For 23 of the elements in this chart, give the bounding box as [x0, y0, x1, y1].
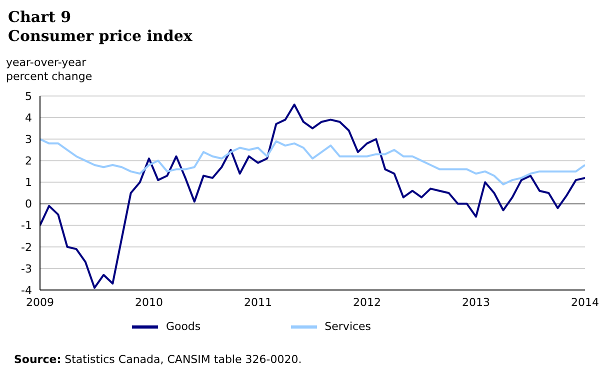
chart-subtitle: Consumer price index [8, 27, 192, 46]
y-axis-title: year-over-year percent change [6, 56, 94, 84]
x-tick-label: 2010 [135, 296, 163, 309]
source-note: Source: Statistics Canada, CANSIM table 326-0020. [14, 353, 302, 366]
x-tick-label: 2013 [462, 296, 490, 309]
legend-label: Services [324, 320, 372, 334]
x-tick-label: 2011 [244, 296, 272, 309]
line-series [40, 138, 585, 186]
x-tick-label: 2014 [571, 296, 599, 309]
y-tick-label: -4 [21, 284, 32, 297]
y-tick-label: 0 [25, 198, 32, 211]
chart-title: Chart 9 [8, 8, 72, 27]
y-tick-label: -2 [21, 240, 32, 254]
x-tick-label: 2012 [353, 296, 381, 309]
y-tick-label: 5 [25, 90, 32, 103]
legend-label: Goods [166, 320, 201, 334]
y-tick-label: 1 [25, 176, 32, 190]
y-tick-label: 2 [25, 154, 32, 168]
x-tick-label: 2009 [26, 296, 54, 309]
y-tick-label: 3 [25, 133, 32, 146]
y-tick-label: 4 [25, 111, 32, 124]
y-tick-label: -1 [21, 219, 32, 232]
y-tick-label: -3 [21, 262, 32, 276]
